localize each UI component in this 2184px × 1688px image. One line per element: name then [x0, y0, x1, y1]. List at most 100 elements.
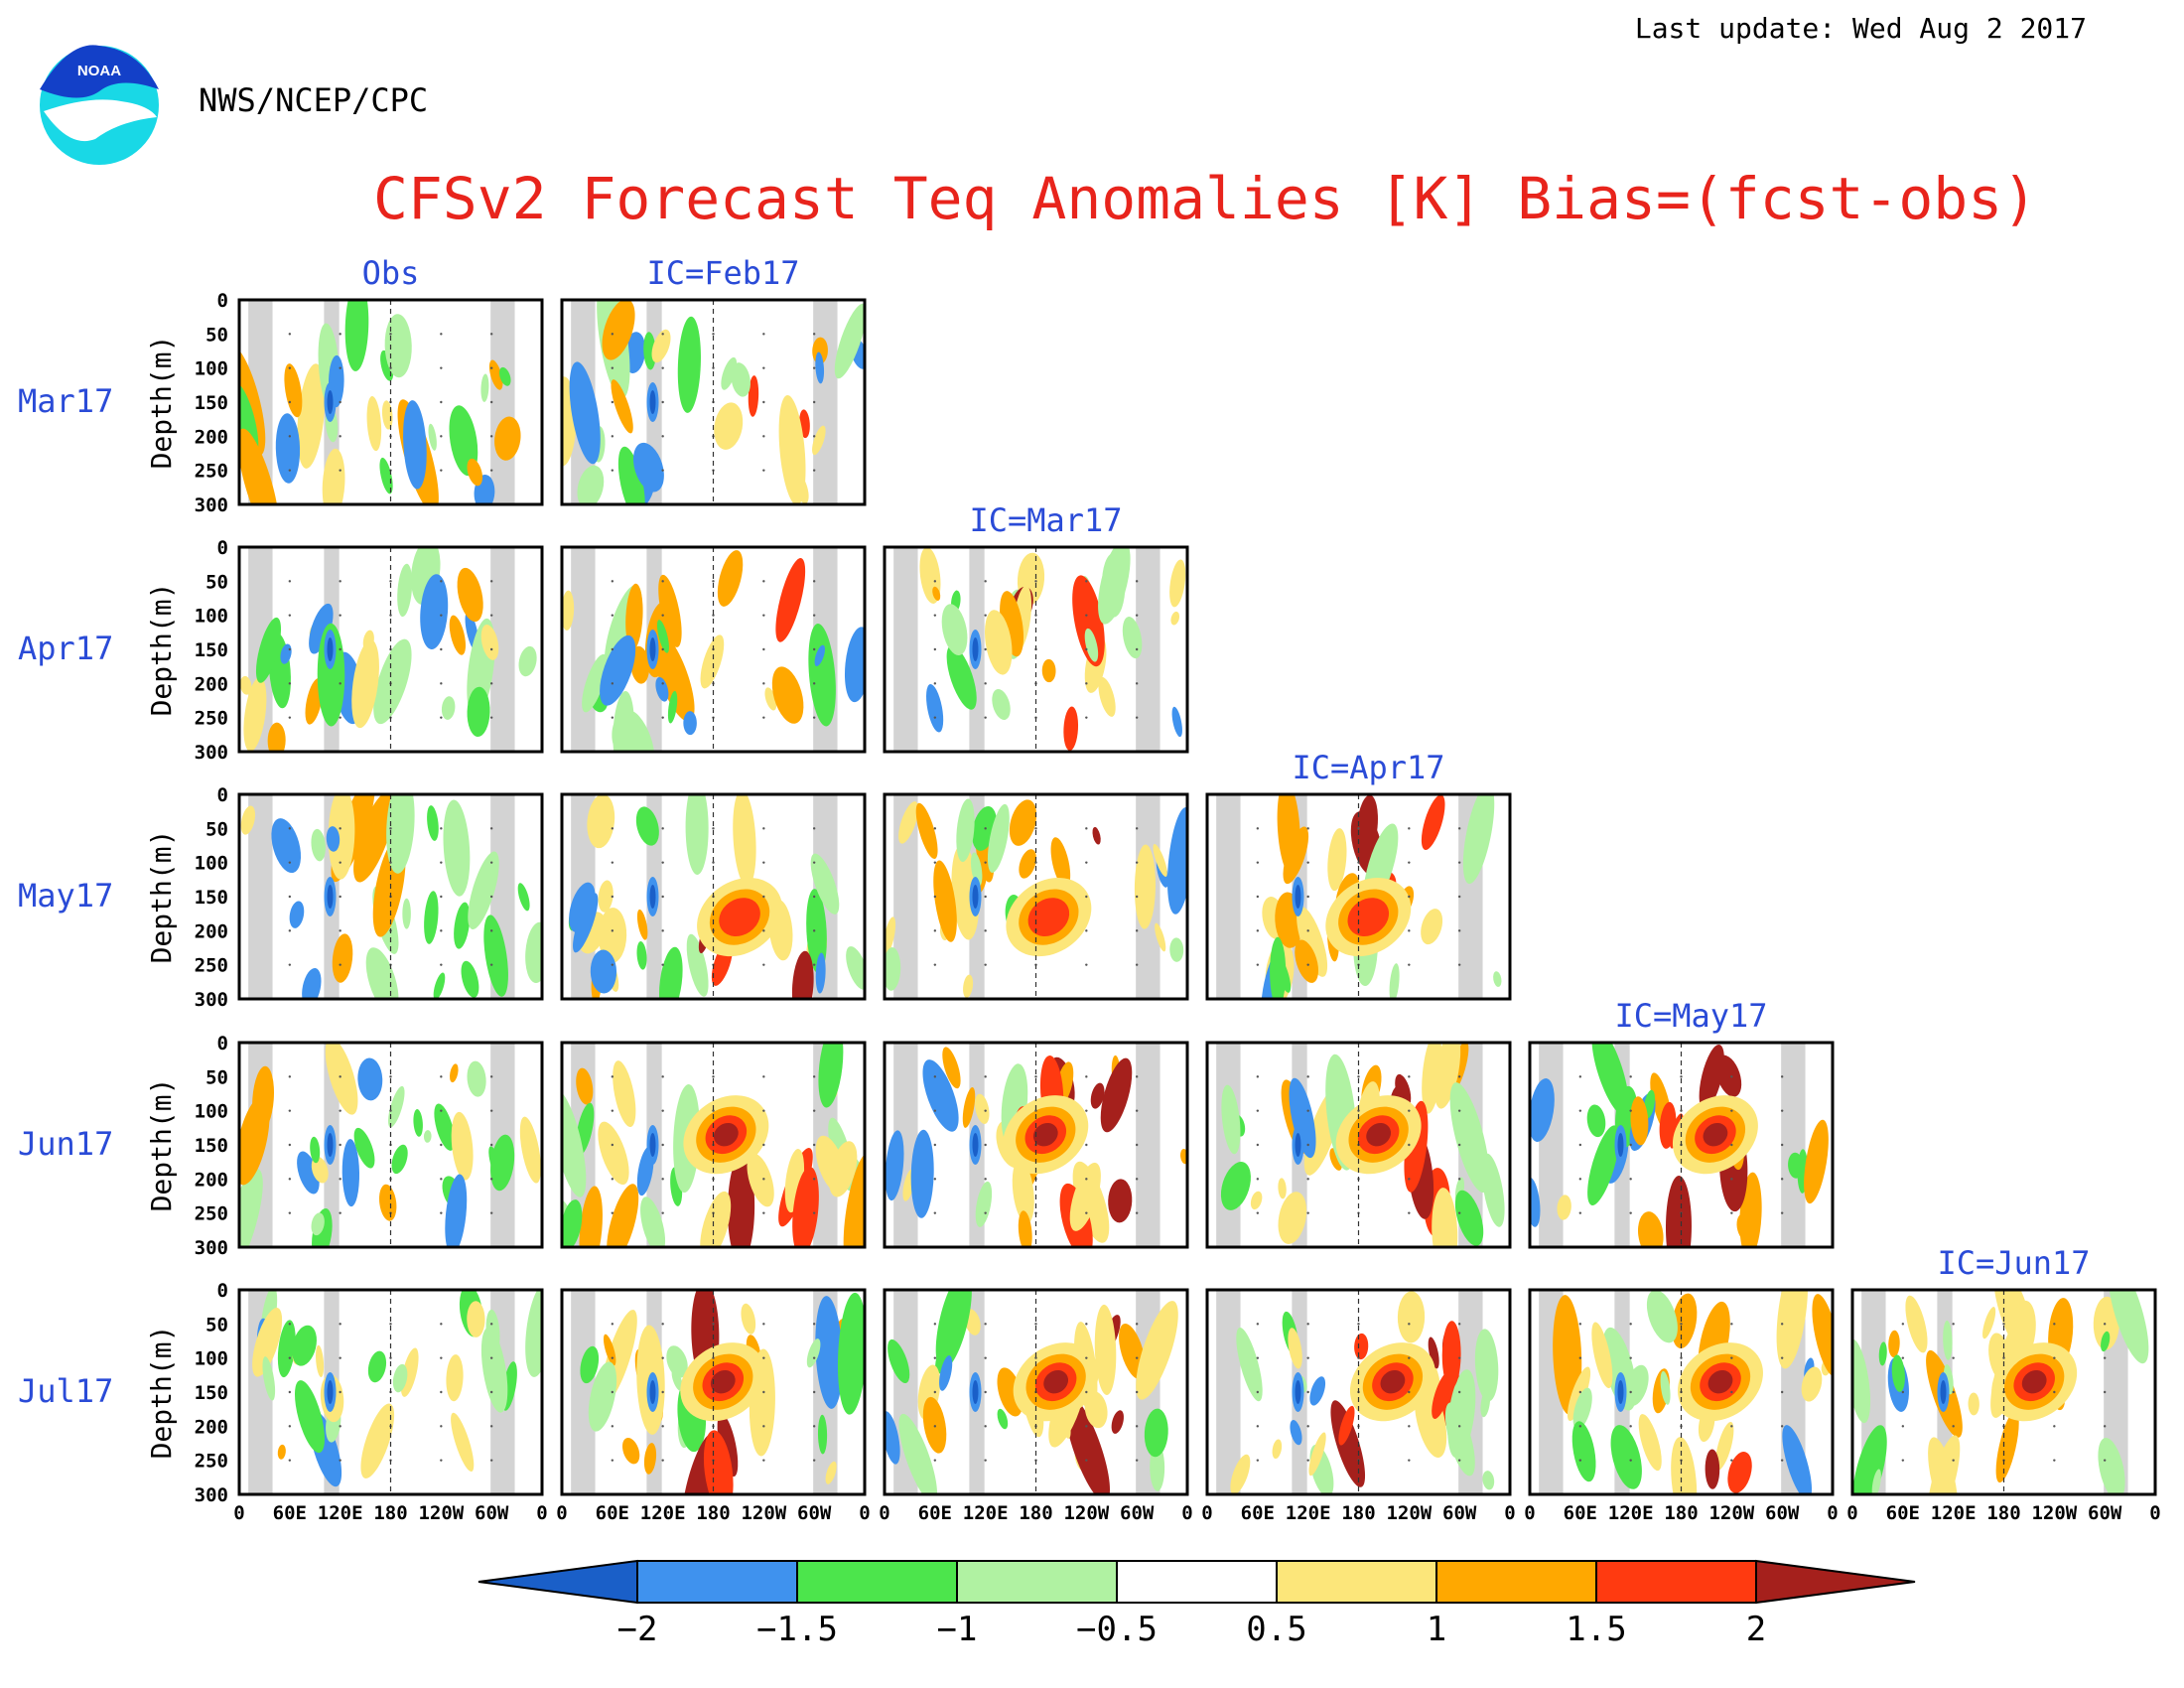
longitude-tick: 0 — [2149, 1502, 2160, 1524]
panel-field — [239, 1043, 541, 1247]
longitude-tick: 60E — [273, 1502, 307, 1524]
grid-dot — [2002, 1356, 2005, 1359]
anomaly-contour — [292, 1325, 317, 1366]
grid-dot — [1408, 963, 1411, 966]
grid-dot — [762, 1075, 765, 1078]
grid-dot — [389, 861, 392, 864]
anomaly-contour — [1064, 1395, 1111, 1494]
depth-tick: 300 — [195, 742, 228, 764]
anomaly-contour — [651, 329, 671, 363]
grid-dot — [288, 580, 292, 583]
anomaly-contour — [240, 805, 256, 835]
anomaly-contour — [580, 1345, 600, 1384]
grid-dot — [1306, 1356, 1309, 1359]
anomaly-contour — [656, 620, 669, 653]
anomaly-contour — [275, 413, 301, 484]
panel-jul17-5: IC=Jun17 0 60E 120E 180 120W 60W 0 — [1846, 1244, 2160, 1524]
warm-anomaly-core — [713, 1123, 739, 1147]
warm-anomaly-core — [719, 898, 760, 937]
panel-may17-2 — [883, 792, 1189, 1001]
grid-dot — [1135, 1356, 1139, 1359]
anomaly-contour — [1101, 553, 1126, 618]
grid-dot — [712, 333, 715, 336]
anomaly-contour — [2098, 1438, 2125, 1494]
anomaly-contour — [239, 1096, 270, 1186]
grid-dot — [1256, 1459, 1260, 1462]
grid-dot — [288, 614, 292, 617]
grid-dot — [812, 963, 816, 966]
grid-dot — [762, 682, 765, 685]
longitude-tick: 120W — [1063, 1502, 1109, 1524]
anomaly-contour — [984, 610, 1013, 675]
grid-dot — [440, 716, 443, 719]
grid-dot — [1256, 963, 1260, 966]
grid-dot — [1135, 682, 1139, 685]
anomaly-contour — [630, 645, 650, 684]
depth-tick: 200 — [195, 426, 228, 448]
grid-dot — [1457, 929, 1461, 932]
anomaly-contour — [297, 363, 326, 469]
grid-dot — [984, 1459, 987, 1462]
grid-dot — [933, 1459, 937, 1462]
anomaly-contour — [1012, 1159, 1034, 1224]
grid-dot — [339, 580, 341, 583]
panel-frame — [1528, 1041, 1835, 1249]
grid-dot — [984, 827, 987, 830]
grid-dot — [1135, 861, 1139, 864]
grid-dot — [1256, 1425, 1260, 1428]
anomaly-contour — [1715, 1055, 1742, 1097]
grid-dot — [1629, 1356, 1632, 1359]
panel-frame — [560, 792, 867, 1001]
anomaly-contour — [837, 1292, 865, 1415]
anomaly-contour — [602, 300, 635, 360]
anomaly-contour — [898, 801, 918, 844]
grid-dot — [1901, 1425, 1905, 1428]
anomaly-contour — [1170, 611, 1180, 626]
anomaly-contour — [1553, 1295, 1582, 1415]
grid-dot — [1135, 1459, 1139, 1462]
grid-dot — [661, 682, 664, 685]
grid-dot — [1780, 1211, 1784, 1214]
warm-anomaly-core — [1707, 1370, 1733, 1394]
grid-dot — [1306, 963, 1309, 966]
anomaly-contour — [488, 359, 503, 390]
anomaly-contour — [1878, 1341, 1887, 1366]
anomaly-contour — [1270, 936, 1287, 999]
grid-dot — [288, 963, 292, 966]
panel-may17-1 — [560, 792, 867, 1001]
cold-anomaly-core — [327, 1133, 334, 1157]
anomaly-contour — [1610, 1425, 1642, 1489]
grid-dot — [611, 614, 614, 617]
grid-dot — [1408, 1211, 1411, 1214]
grid-dot — [1085, 929, 1088, 932]
anomaly-contour — [1801, 1366, 1823, 1402]
grid-dot — [489, 333, 493, 336]
grid-dot — [611, 1143, 614, 1147]
anomaly-contour — [700, 1191, 732, 1247]
depth-tick: 0 — [217, 1280, 228, 1302]
anomaly-contour — [1288, 1328, 1302, 1369]
anomaly-contour — [271, 818, 302, 874]
grid-dot — [288, 366, 292, 369]
grid-dot — [984, 716, 987, 719]
warm-anomaly-core — [1043, 1370, 1069, 1394]
panel-frame — [1205, 1041, 1512, 1249]
grid-dot — [339, 1390, 341, 1394]
anomaly-contour — [427, 805, 439, 841]
colorbar-swatch — [1435, 1560, 1597, 1604]
anomaly-contour — [666, 1345, 688, 1378]
grid-dot — [1457, 963, 1461, 966]
longitude-tick: 180 — [1664, 1502, 1698, 1524]
grid-dot — [1408, 827, 1411, 830]
anomaly-contour — [379, 457, 393, 494]
grid-dot — [661, 963, 664, 966]
grid-dot — [661, 1323, 664, 1326]
anomaly-contour — [683, 711, 697, 736]
anomaly-contour — [392, 1363, 408, 1393]
warm-anomaly-core — [2021, 1370, 2047, 1394]
grid-dot — [1034, 827, 1037, 830]
anomaly-contour — [818, 1043, 844, 1108]
grid-dot — [1135, 614, 1139, 617]
grid-dot — [489, 366, 493, 369]
grid-dot — [1306, 1143, 1309, 1147]
